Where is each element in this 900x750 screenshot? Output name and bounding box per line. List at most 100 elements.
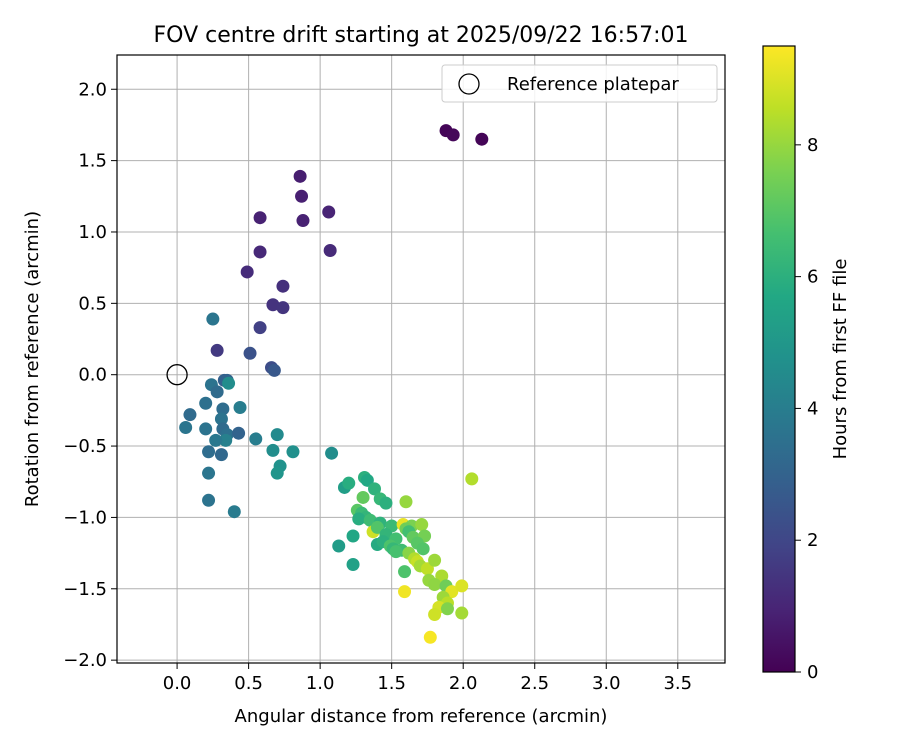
data-point	[325, 446, 339, 460]
data-point	[270, 466, 284, 480]
data-point	[423, 630, 437, 644]
data-point	[227, 505, 241, 519]
data-point	[293, 169, 307, 183]
data-point	[398, 565, 412, 579]
data-point	[219, 433, 233, 447]
data-point	[428, 578, 442, 592]
data-point	[296, 214, 310, 228]
x-axis-label: Angular distance from reference (arcmin)	[235, 706, 608, 727]
data-point	[475, 132, 489, 146]
legend: Reference platepar	[441, 64, 718, 103]
x-tick-label: 2.0	[449, 673, 478, 694]
y-tick-label: 2.0	[78, 79, 107, 100]
data-point	[455, 606, 469, 620]
colorbar-tick-label: 2	[807, 530, 818, 551]
data-point	[389, 545, 403, 559]
data-point	[346, 529, 360, 543]
data-point	[202, 493, 216, 507]
data-point	[267, 363, 281, 377]
data-point	[266, 298, 280, 312]
y-tick-label: 0.5	[78, 293, 107, 314]
data-point	[420, 562, 434, 576]
data-point	[253, 245, 267, 259]
y-tick-label: 1.5	[78, 151, 107, 172]
data-point	[202, 466, 216, 480]
data-point	[199, 396, 213, 410]
colorbar-tick-label: 6	[807, 267, 818, 288]
data-point	[399, 495, 413, 509]
legend-label: Reference platepar	[507, 74, 679, 95]
data-point	[199, 422, 213, 436]
data-point	[446, 128, 460, 142]
x-tick-label: 2.5	[520, 673, 549, 694]
data-point	[346, 558, 360, 572]
colorbar-ticks: 0 2 4 6 8	[795, 135, 818, 683]
x-tick-label: 0.5	[234, 673, 263, 694]
data-point	[276, 301, 290, 315]
legend-marker-open-circle	[458, 73, 480, 95]
legend-box	[441, 64, 718, 103]
data-point	[360, 473, 374, 487]
x-tick-label: 1.5	[377, 673, 406, 694]
data-point	[455, 579, 469, 593]
data-point	[465, 472, 479, 486]
data-point	[356, 490, 370, 504]
data-point	[379, 496, 393, 510]
data-point	[266, 443, 280, 457]
data-point	[342, 476, 356, 490]
data-point	[322, 205, 336, 219]
data-point	[179, 421, 193, 435]
data-point	[428, 607, 442, 621]
colorbar	[762, 45, 796, 673]
data-point	[243, 346, 257, 360]
data-point	[214, 412, 228, 426]
colorbar-tick-label: 8	[807, 135, 818, 156]
data-point	[286, 445, 300, 459]
data-point	[352, 512, 366, 526]
data-point	[206, 312, 220, 326]
data-point	[253, 321, 267, 335]
y-tick-label: −0.5	[63, 436, 107, 457]
x-axis-ticks: 0.0 0.5 1.0 1.5 2.0 2.5 3.0 3.5	[163, 663, 692, 694]
data-point	[416, 542, 430, 556]
data-point	[428, 553, 442, 567]
data-point	[210, 385, 224, 399]
data-point	[435, 569, 449, 583]
data-point	[240, 265, 254, 279]
data-point	[295, 189, 309, 203]
y-axis-label: Rotation from reference (arcmin)	[22, 211, 43, 507]
data-point	[249, 432, 263, 446]
data-point	[202, 445, 216, 459]
data-point	[222, 376, 236, 390]
colorbar-label: Hours from first FF file	[830, 259, 851, 460]
data-point	[209, 433, 223, 447]
data-points	[179, 124, 489, 644]
y-tick-label: −1.0	[63, 507, 107, 528]
y-tick-label: −1.5	[63, 579, 107, 600]
data-point	[233, 401, 247, 415]
data-point	[253, 211, 267, 225]
plot-area-frame	[116, 54, 726, 664]
y-axis-ticks: 2.0 1.5 1.0 0.5 0.0 −0.5 −1.0 −1.5 −2.0	[63, 79, 117, 671]
data-point	[323, 244, 337, 258]
data-point	[232, 426, 246, 440]
data-point	[368, 482, 382, 496]
data-point	[415, 518, 429, 532]
data-point	[440, 602, 454, 616]
y-tick-label: −2.0	[63, 650, 107, 671]
grid	[117, 55, 725, 663]
y-tick-label: 0.0	[78, 365, 107, 386]
x-tick-label: 3.0	[592, 673, 621, 694]
x-tick-label: 1.0	[306, 673, 335, 694]
data-point	[370, 520, 384, 534]
x-tick-label: 3.5	[663, 673, 692, 694]
data-point	[214, 448, 228, 462]
data-point	[276, 279, 290, 293]
data-point	[270, 428, 284, 442]
reference-platepar-marker	[166, 364, 188, 386]
data-point	[398, 585, 412, 599]
x-tick-label: 0.0	[163, 673, 192, 694]
data-point	[183, 408, 197, 422]
chart-title: FOV centre drift starting at 2025/09/22 …	[154, 23, 689, 48]
